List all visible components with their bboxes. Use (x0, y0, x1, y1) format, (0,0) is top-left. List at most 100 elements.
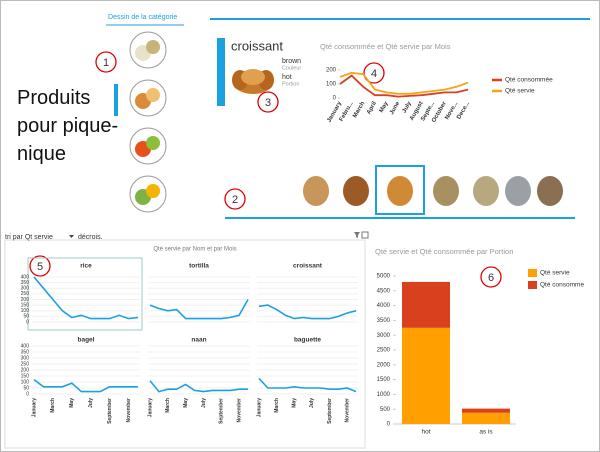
y-tick-label: 4000 (377, 303, 391, 309)
legend-label[interactable]: Qté consommée (505, 77, 553, 84)
x-tick-label: March (165, 398, 171, 413)
product-thumbnail[interactable] (537, 176, 563, 206)
sort-label[interactable]: tri par Qt servie (5, 234, 53, 241)
y-tick-label: 2000 (377, 362, 391, 368)
y-tick-label: 2500 (377, 348, 391, 354)
bar-segment[interactable] (462, 408, 510, 413)
y-tick-label: 400 (21, 274, 30, 280)
callout-circle (363, 62, 385, 84)
bar-segment[interactable] (402, 281, 450, 328)
x-tick-label: May (379, 100, 390, 114)
legend-label[interactable]: Qté servie (540, 270, 570, 277)
panel-title[interactable]: croissant (293, 263, 323, 270)
selected-thumbnail[interactable] (375, 165, 425, 215)
x-tick-label: July (402, 100, 414, 114)
callout-number: 5 (37, 261, 43, 273)
filter-icon[interactable] (354, 232, 360, 238)
y-tick-label: 200 (21, 367, 30, 373)
legend-swatch (528, 281, 537, 289)
x-tick-label: July (309, 398, 315, 408)
card-image (241, 69, 265, 85)
legend-label[interactable]: Qté servie (505, 88, 535, 95)
y-tick-label: 50 (23, 314, 29, 320)
callout-number: 3 (265, 97, 271, 109)
y-tick-label: 500 (380, 407, 391, 413)
bar-segment[interactable] (462, 412, 510, 424)
panel-line (33, 276, 139, 320)
y-tick-label: 0 (26, 391, 29, 397)
multiples-frame (4, 239, 366, 449)
bar-segment[interactable] (402, 327, 450, 424)
popout-icon[interactable] (361, 231, 369, 239)
product-thumbnail[interactable] (433, 176, 459, 206)
x-tick-label: January (147, 398, 153, 417)
panel-line (258, 304, 357, 320)
card-field-label: Portion (282, 81, 299, 87)
product-thumbnail[interactable] (505, 176, 531, 206)
y-tick-label: 3000 (377, 333, 391, 339)
sort-arrow[interactable] (69, 235, 74, 238)
y-tick-label: 0 (387, 422, 391, 428)
panel-title[interactable]: bagel (78, 337, 95, 344)
y-tick-label: 350 (21, 349, 30, 355)
y-tick-label: 250 (21, 361, 30, 367)
product-thumbnail[interactable] (303, 176, 329, 206)
y-tick-label: 5000 (377, 274, 391, 280)
x-tick-label: November (345, 398, 351, 423)
x-tick-label: April (366, 101, 378, 116)
heading-accent (114, 84, 118, 116)
y-tick-label: 1000 (377, 392, 391, 398)
panel-title[interactable]: rice (80, 263, 92, 270)
card-field-value: hot (282, 74, 292, 81)
card-title: croissant (231, 38, 283, 53)
y-tick-label: 1500 (377, 377, 391, 383)
legend-label[interactable]: Qté consomme (540, 282, 584, 289)
y-tick-label: 0 (333, 96, 337, 102)
card-field-value: brown (282, 58, 301, 65)
y-tick-label: 100 (326, 82, 337, 88)
x-tick-label: June (389, 100, 402, 116)
panel-title[interactable]: naan (191, 337, 206, 344)
x-tick-label: March (352, 100, 366, 119)
y-tick-label: 100 (21, 308, 30, 314)
x-tick-label: May (292, 398, 298, 408)
picker-title: Dessin de la catégorie (108, 14, 177, 21)
series-line (339, 71, 469, 95)
series-line (339, 74, 469, 98)
chart-title: Qté servie et Qté consommée par Portion (375, 247, 513, 256)
category-image-detail (146, 184, 160, 198)
x-tick-label: November (236, 398, 242, 423)
category-image-detail (146, 88, 160, 102)
product-thumbnail[interactable] (473, 176, 499, 206)
y-tick-label: 150 (21, 302, 30, 308)
y-tick-label: 3500 (377, 318, 391, 324)
legend-swatch (528, 269, 537, 277)
x-tick-label: March (274, 398, 280, 413)
y-tick-label: 250 (21, 291, 30, 297)
chart-title: Qté servie par Nom et par Mois (153, 247, 236, 253)
y-tick-label: 350 (21, 280, 30, 286)
card-accent (217, 38, 225, 106)
x-tick-label: May (183, 398, 189, 408)
x-tick-label: July (201, 398, 207, 408)
x-tick-label: January (256, 398, 262, 417)
product-thumbnail[interactable] (387, 176, 413, 206)
product-thumbnail[interactable] (343, 176, 369, 206)
x-tick-label: March (50, 398, 56, 413)
callout-number: 4 (371, 68, 377, 80)
x-tick-label: September (327, 398, 333, 424)
selected-panel[interactable] (27, 257, 143, 331)
callout-number: 6 (488, 272, 494, 284)
callout-number: 2 (232, 194, 238, 206)
x-tick-label: May (69, 398, 75, 408)
callout-number: 1 (103, 57, 109, 69)
panel-line (149, 380, 248, 393)
y-tick-label: 300 (21, 286, 30, 292)
panel-title[interactable]: tortilla (189, 263, 209, 270)
y-tick-label: 200 (21, 297, 30, 303)
panel-title[interactable]: baguette (294, 337, 321, 344)
heading: Produits pour pique-nique (17, 87, 119, 165)
sort-order[interactable]: décrois. (78, 234, 103, 241)
